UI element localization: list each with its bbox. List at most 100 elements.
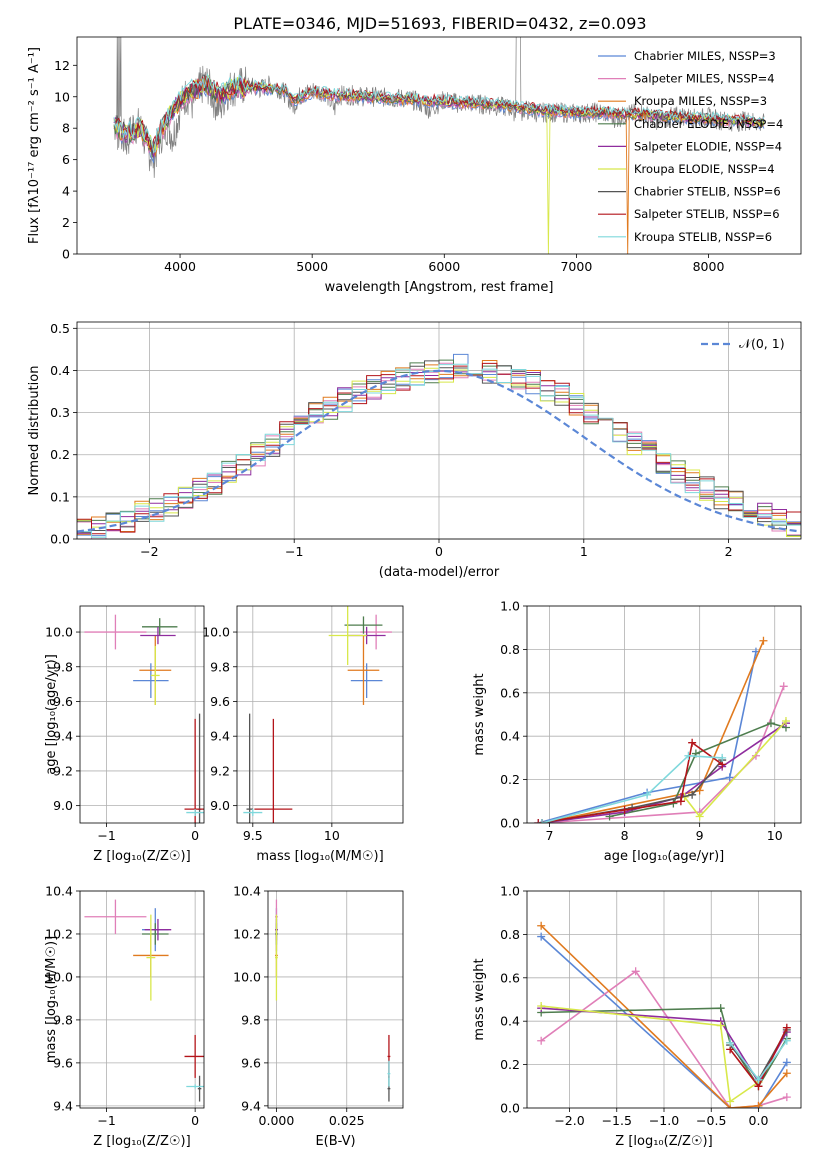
y-tick-label: 0.0 [500,1101,520,1116]
spectrum-plot-area [113,37,765,254]
y-tick-label: 0 [62,247,70,262]
y-tick-label: 0.0 [500,816,520,831]
y-tick-label: 10.0 [202,625,230,640]
data-point [782,1023,791,1032]
y-tick-label: 0.4 [500,729,520,744]
age-vs-Z-plot-area [84,614,204,823]
axes-frame [236,605,404,824]
x-tick-label: 0 [191,1113,199,1128]
x-tick-label: 10 [767,828,783,843]
y-tick-label: 9.0 [210,798,230,813]
x-tick-label: −1.0 [649,1113,679,1128]
axes-frame [267,890,404,1109]
mass-weight-line [541,722,787,823]
y-tick-label: 9.8 [53,659,73,674]
x-tick-label: 7000 [560,259,592,274]
y-tick-label: 0.3 [50,405,70,420]
x-axis-label: Z [log₁₀(Z/Z☉)] [93,849,190,864]
x-tick-label: −1 [285,544,303,559]
mass-weight-line [540,936,788,1108]
data-point [684,751,693,760]
legend-entry: Salpeter ELODIE, NSSP=4 [634,139,782,153]
data-point [716,1004,725,1013]
age-vs-mass-panel: 9.5 10 9.0 9.2 9.4 9.6 9.8 10.0 mass [log₁₀(M/M☉… [202,605,404,864]
data-point [620,805,629,814]
y-tick-label: 0.6 [500,970,520,985]
y-tick-label: 0.5 [50,321,70,336]
y-tick-label: 9.4 [210,729,230,744]
y-tick-label: 0.0 [50,532,70,547]
data-point [643,790,652,799]
legend-entry: Chabrier STELIB, NSSP=6 [634,185,781,199]
residuals-plot-area [77,353,801,539]
y-tick-label: 0.6 [500,685,520,700]
y-tick-label: 10.0 [45,625,73,640]
y-tick-label: 4 [62,184,70,199]
y-tick-label: 0.4 [50,363,70,378]
y-tick-label: 10.2 [45,926,73,941]
data-point [754,1101,763,1108]
data-point [695,812,704,821]
mass-weight-line [541,1005,759,1103]
x-tick-label: 9.5 [243,828,263,843]
mass-weight-line [541,759,723,823]
axes-frame [79,605,205,824]
y-tick-label: 2 [62,215,70,230]
mass-vs-EBV-panel: 0.000 0.025 9.4 9.6 9.8 10.0 10.2 10.4 E(B-V) [233,884,404,1149]
axes-frame [76,36,802,255]
axes-frame [526,605,802,824]
mass-weight-vs-Z-panel: −2.0 −1.5 −1.0 −0.5 0.0 0.0 0.2 0.4 0.6 0.8 1.0 Z [… [472,884,802,1149]
x-axis-label: age [log₁₀(age/yr)] [604,849,725,864]
x-tick-label: 0 [435,544,443,559]
spectrum-legend: Chabrier MILES, NSSP=3 Salpeter MILES, NS… [598,49,783,244]
x-tick-label: −2 [140,544,158,559]
figure-title: PLATE=0346, MJD=51693, FIBERID=0432, z=0… [233,14,646,33]
mass-vs-Z-panel: −1 0 9.4 9.6 9.8 10.0 10.2 10.4 Z [log₁₀(Z/Z☉)] m… [44,884,205,1149]
y-tick-label: 0.8 [500,642,520,657]
y-tick-label: 8 [62,121,70,136]
residual-histogram [77,362,801,535]
legend-entry: Kroupa MILES, NSSP=3 [634,94,767,108]
legend-entry: Salpeter STELIB, NSSP=6 [634,207,780,221]
data-point [726,1038,735,1047]
y-tick-label: 12 [54,58,70,73]
y-tick-label: 9.6 [210,694,230,709]
y-tick-label: 10 [54,89,70,104]
data-point [718,753,727,762]
y-tick-label: 1.0 [500,884,520,899]
mass-weight-line [541,686,785,823]
x-tick-label: 4000 [164,259,196,274]
age-vs-Z-panel: −1 0 9.0 9.2 9.4 9.6 9.8 10.0 Z [log₁₀(Z/Z☉)] age… [44,605,205,864]
y-axis-label: mass [log₁₀(M/M☉)] [44,936,59,1063]
x-axis-label: Z [log₁₀(Z/Z☉)] [93,1134,190,1149]
legend-entry: Chabrier MILES, NSSP=3 [634,49,776,63]
x-axis-label: wavelength [Angstrom, rest frame] [325,280,554,295]
legend-entry: Chabrier ELODIE, NSSP=4 [634,117,783,131]
y-axis-label: mass weight [472,673,487,755]
data-point [538,819,547,823]
spectrum-panel: 4000 5000 6000 7000 8000 0 2 4 6 8 10 12 wavelength … [27,36,802,295]
data-point [779,682,788,691]
x-tick-label: 0.025 [329,1113,365,1128]
y-tick-label: 0.2 [50,447,70,462]
x-axis-label: (data-model)/error [379,565,500,580]
data-point [766,719,775,728]
mass-weight-vs-age-panel: 7 8 9 10 0.0 0.2 0.4 0.6 0.8 1.0 age [log₁₀(age/yr… [472,599,802,864]
x-tick-label: 0.0 [749,1113,769,1128]
y-tick-label: 9.6 [53,694,73,709]
data-point [534,819,543,823]
data-point [688,790,697,799]
data-point [782,1093,791,1102]
mass-weight-line [538,651,757,823]
y-tick-label: 10.0 [45,969,73,984]
mass-weight-line [541,640,765,823]
y-tick-label: 0.2 [500,772,520,787]
data-point [537,932,546,941]
x-axis-label: E(B-V) [315,1134,355,1149]
data-point [759,636,768,645]
data-point [676,797,685,806]
y-tick-label: 9.0 [53,798,73,813]
model-spectrum-line [113,75,765,150]
x-tick-label: −1 [97,1113,115,1128]
